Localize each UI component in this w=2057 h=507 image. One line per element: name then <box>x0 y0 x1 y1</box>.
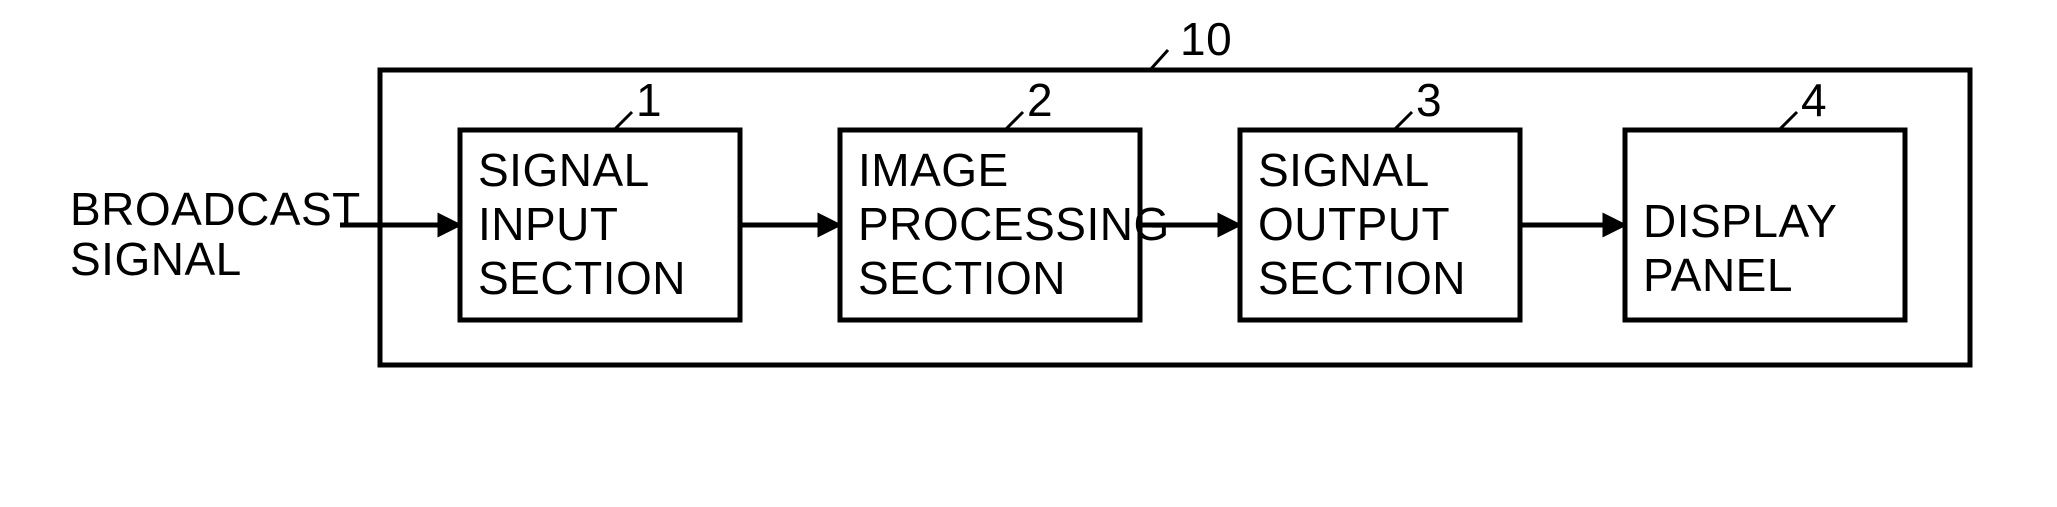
display-panel-label: DISPLAY <box>1643 195 1837 247</box>
input-signal-label: SIGNAL <box>70 233 242 285</box>
display-panel: 4 DISPLAYPANEL <box>1625 74 1905 320</box>
outer-container-id: 10 <box>1180 13 1232 65</box>
image-processing-section-label: IMAGE <box>858 144 1009 196</box>
display-panel-id-tick <box>1779 112 1797 130</box>
signal-output-section-label: SIGNAL <box>1258 144 1430 196</box>
signal-input-section-id: 1 <box>636 74 662 126</box>
display-panel-id: 4 <box>1801 74 1827 126</box>
signal-input-section-label: SECTION <box>478 252 686 304</box>
image-processing-section-id: 2 <box>1027 74 1053 126</box>
signal-input-section: 1 SIGNALINPUTSECTION <box>460 74 740 320</box>
signal-input-section-id-tick <box>614 112 632 130</box>
image-processing-section-id-tick <box>1005 112 1023 130</box>
outer-label-tick <box>1150 50 1168 70</box>
image-processing-section-label: SECTION <box>858 252 1066 304</box>
signal-output-section-label: OUTPUT <box>1258 198 1450 250</box>
signal-input-section-label: INPUT <box>478 198 619 250</box>
signal-output-section-label: SECTION <box>1258 252 1466 304</box>
signal-output-section: 3 SIGNALOUTPUTSECTION <box>1240 74 1520 320</box>
input-signal-label: BROADCAST <box>70 183 361 235</box>
signal-output-section-id: 3 <box>1416 74 1442 126</box>
signal-output-section-id-tick <box>1394 112 1412 130</box>
image-processing-section-label: PROCESSING <box>858 198 1170 250</box>
image-processing-section: 2 IMAGEPROCESSINGSECTION <box>840 74 1170 320</box>
signal-input-section-label: SIGNAL <box>478 144 650 196</box>
display-panel-label: PANEL <box>1643 249 1793 301</box>
